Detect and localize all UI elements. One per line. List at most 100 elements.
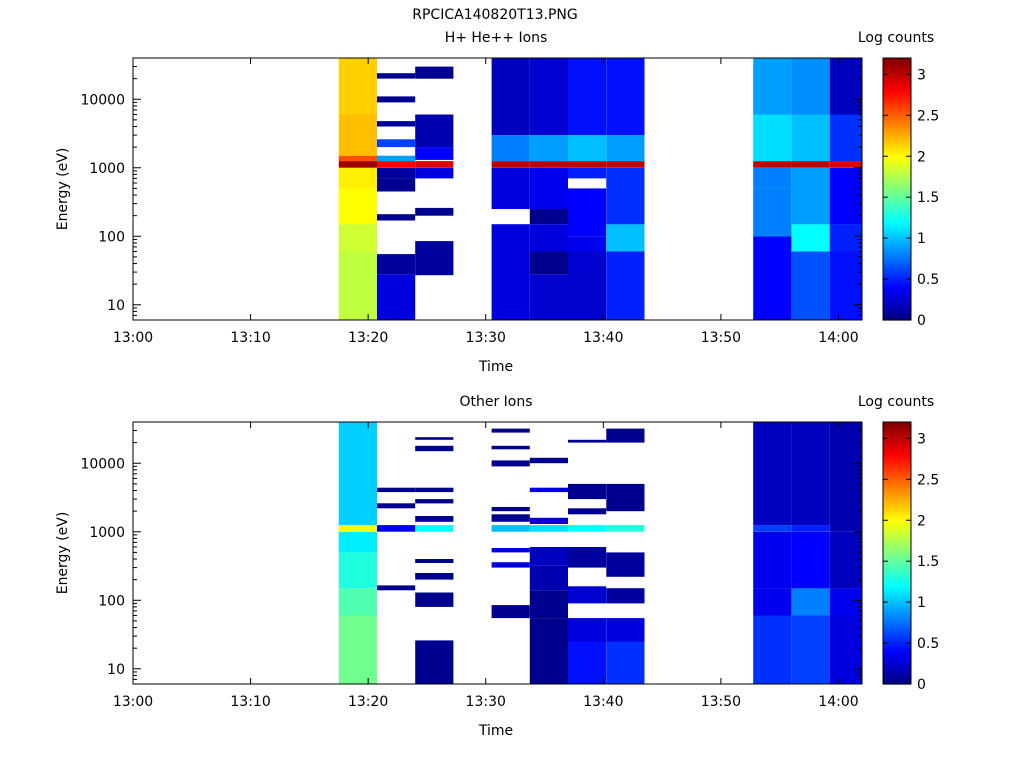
y-tick-label: 10 xyxy=(107,298,125,314)
heatmap-cell xyxy=(377,167,416,179)
colorbar-segment xyxy=(883,139,911,143)
heatmap-cell xyxy=(415,241,454,276)
colorbar-segment xyxy=(883,557,911,560)
heatmap-cell xyxy=(606,58,645,136)
colorbar-segment xyxy=(883,82,911,86)
heatmap-cell xyxy=(529,58,568,136)
colorbar-segment xyxy=(883,522,911,525)
heatmap-cell xyxy=(829,531,862,589)
heatmap-cell xyxy=(491,548,530,553)
heatmap-cells-other xyxy=(338,422,862,684)
heatmap-cell xyxy=(829,58,862,115)
colorbar-frame xyxy=(882,57,912,321)
heatmap-cell xyxy=(377,155,416,162)
y-tick-label: 10000 xyxy=(80,92,125,108)
panel-title: H+ He++ Ions xyxy=(445,30,548,46)
colorbar-segment xyxy=(883,634,911,638)
colorbar-segment xyxy=(883,229,911,233)
colorbar-segment xyxy=(883,520,911,523)
colorbar-segment xyxy=(883,291,911,294)
colorbar-segment xyxy=(883,565,911,568)
colorbar-segment xyxy=(883,150,911,153)
colorbar-segment xyxy=(883,438,911,442)
colorbar-tick-label: 3 xyxy=(917,67,926,83)
colorbar-segment xyxy=(883,681,911,685)
colorbar-segment xyxy=(883,277,911,280)
heatmap-cell xyxy=(568,547,607,568)
colorbar-segment xyxy=(883,516,911,519)
heatmap-cell xyxy=(491,525,530,532)
colorbar-segment xyxy=(883,80,911,84)
colorbar-segment xyxy=(883,289,911,292)
heatmap-cell xyxy=(415,640,454,684)
heatmap-cell xyxy=(338,531,377,553)
heatmap-cell xyxy=(568,135,607,162)
heatmap-cell xyxy=(529,167,568,210)
colorbar-segment xyxy=(883,170,911,174)
heatmap-cell xyxy=(529,251,568,275)
heatmap-cell xyxy=(791,224,830,252)
colorbar-segment xyxy=(883,618,911,622)
colorbar-segment xyxy=(883,641,911,644)
colorbar-tick-label: 2.5 xyxy=(917,472,939,488)
colorbar-segment xyxy=(883,471,911,474)
colorbar-segment xyxy=(883,536,911,540)
x-tick-label: 13:10 xyxy=(230,694,270,710)
heatmap-cell xyxy=(606,618,645,642)
heatmap-cell xyxy=(753,588,792,616)
colorbar-segment xyxy=(883,160,911,163)
colorbar-segment xyxy=(883,109,911,112)
colorbar-segment xyxy=(883,313,911,317)
colorbar-segment xyxy=(883,595,911,599)
colorbar-segment xyxy=(883,428,911,431)
colorbar-segment xyxy=(883,236,911,239)
colorbar-segment xyxy=(883,105,911,108)
heatmap-cell xyxy=(568,508,607,515)
colorbar-segment xyxy=(883,614,911,618)
colorbar-segment xyxy=(883,456,911,460)
heatmap-cell xyxy=(415,592,454,607)
colorbar-tick-label: 1.5 xyxy=(917,190,939,206)
x-tick-label: 13:20 xyxy=(348,330,388,346)
colorbar-segment xyxy=(883,137,911,141)
heatmap-cell xyxy=(568,167,607,179)
heatmap-cell xyxy=(529,565,568,591)
heatmap-cell xyxy=(568,251,607,320)
colorbar-segment xyxy=(883,201,911,204)
heatmap-cell xyxy=(491,167,530,210)
colorbar-segment xyxy=(883,117,911,121)
heatmap-cell xyxy=(338,422,377,526)
heatmap-cell xyxy=(377,178,416,192)
heatmap-cell xyxy=(753,525,792,532)
colorbar-segment xyxy=(883,542,911,546)
heatmap-cell xyxy=(338,58,377,115)
heatmap-cell xyxy=(568,618,607,642)
heatmap-cell xyxy=(377,585,416,591)
heatmap-cell xyxy=(791,161,830,168)
colorbar-segment xyxy=(883,679,911,683)
heatmap-cell xyxy=(791,58,830,115)
colorbar-segment xyxy=(883,295,911,299)
heatmap-cell xyxy=(606,167,645,225)
colorbar-segment xyxy=(883,146,911,149)
y-axis-label: Energy (eV) xyxy=(55,148,71,231)
colorbar-segment xyxy=(883,303,911,307)
heatmap-cell xyxy=(338,552,377,589)
colorbar-segment xyxy=(883,442,911,446)
colorbar-segment xyxy=(883,483,911,487)
heatmap-cells-h-he xyxy=(338,58,862,320)
heatmap-cell xyxy=(606,588,645,604)
colorbar-segment xyxy=(883,180,911,184)
heatmap-cell xyxy=(415,559,454,563)
colorbar-segment xyxy=(883,268,911,272)
colorbar-segment xyxy=(883,544,911,548)
colorbar-segment xyxy=(883,125,911,129)
colorbar-segment xyxy=(883,86,911,90)
colorbar-label: Log counts xyxy=(858,394,934,410)
panel-other-ions: 13:00 13:10 13:20 13:30 13:40 13:50 14:0010100… xyxy=(55,394,939,739)
colorbar-segment xyxy=(883,133,911,137)
heatmap-cell xyxy=(338,525,377,532)
colorbar-segment xyxy=(883,64,911,67)
colorbar-segment xyxy=(883,606,911,609)
colorbar-segment xyxy=(883,612,911,616)
